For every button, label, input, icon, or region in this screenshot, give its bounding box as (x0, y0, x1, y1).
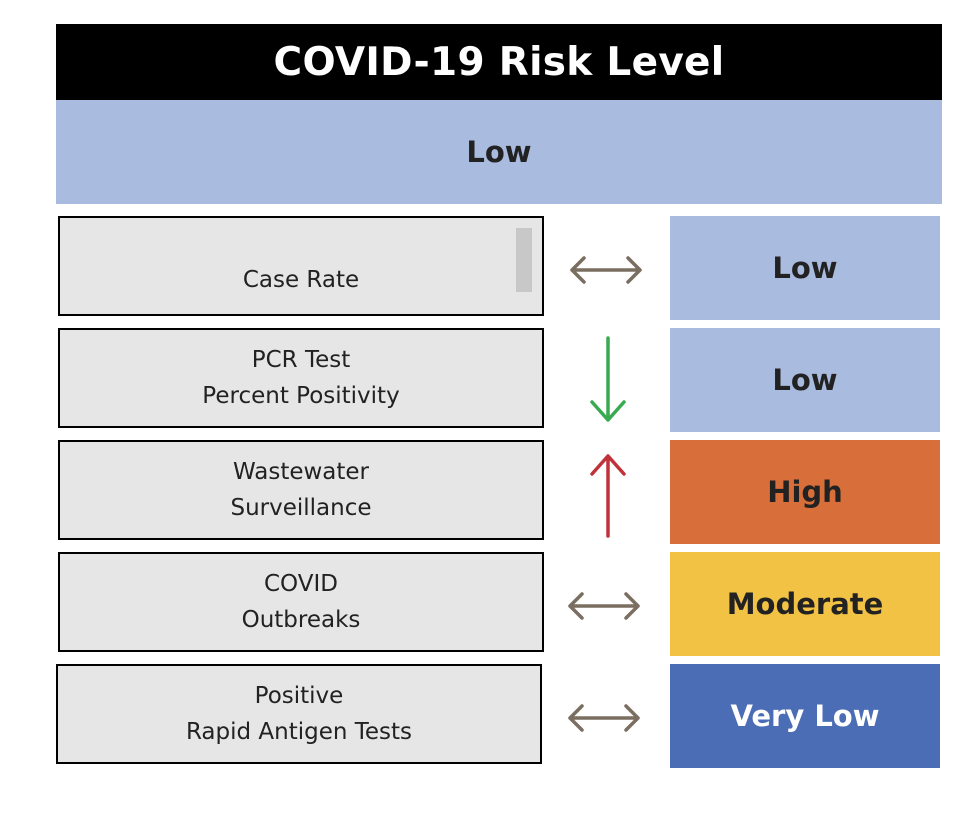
indicator-level-badge: Low (670, 328, 940, 432)
scrollbar-thumb[interactable] (516, 228, 532, 292)
indicator-label-line: Case Rate (242, 267, 360, 293)
up-arrow-icon (563, 440, 653, 544)
indicator-row-wastewater: Wastewater Surveillance High (0, 440, 976, 544)
indicator-label-line: Positive (254, 683, 344, 709)
indicator-level-badge: Very Low (670, 664, 940, 768)
indicator-label-line: PCR Test (251, 347, 351, 373)
indicator-label-line: Percent Positivity (202, 383, 400, 409)
indicator-row-case-rate: Case Rate Low (0, 216, 976, 320)
page-title: COVID-19 Risk Level (56, 24, 942, 100)
indicator-label: Wastewater Surveillance (58, 440, 544, 540)
indicator-label: Case Rate (58, 216, 544, 316)
indicator-label-line: Rapid Antigen Tests (185, 719, 413, 745)
indicator-label: COVID Outbreaks (58, 552, 544, 652)
indicator-row-pcr-test: PCR Test Percent Positivity Low (0, 328, 976, 432)
indicator-level-badge: High (670, 440, 940, 544)
indicator-label: PCR Test Percent Positivity (58, 328, 544, 428)
indicator-label-line: Surveillance (230, 495, 372, 521)
indicator-level-badge: Moderate (670, 552, 940, 656)
indicator-row-rapid-antigen: Positive Rapid Antigen Tests Very Low (0, 664, 976, 768)
indicator-row-covid-outbreaks: COVID Outbreaks Moderate (0, 552, 976, 656)
indicator-label-line: Outbreaks (241, 607, 361, 633)
overall-risk-level: Low (56, 100, 942, 204)
indicator-label: Positive Rapid Antigen Tests (56, 664, 542, 764)
left-right-arrow-icon (561, 216, 651, 320)
indicator-label-line: COVID (264, 571, 338, 597)
indicator-label-line: Wastewater (232, 459, 370, 485)
left-right-arrow-icon (559, 552, 649, 656)
left-right-arrow-icon (559, 664, 649, 768)
down-arrow-icon (563, 328, 653, 432)
indicator-level-badge: Low (670, 216, 940, 320)
